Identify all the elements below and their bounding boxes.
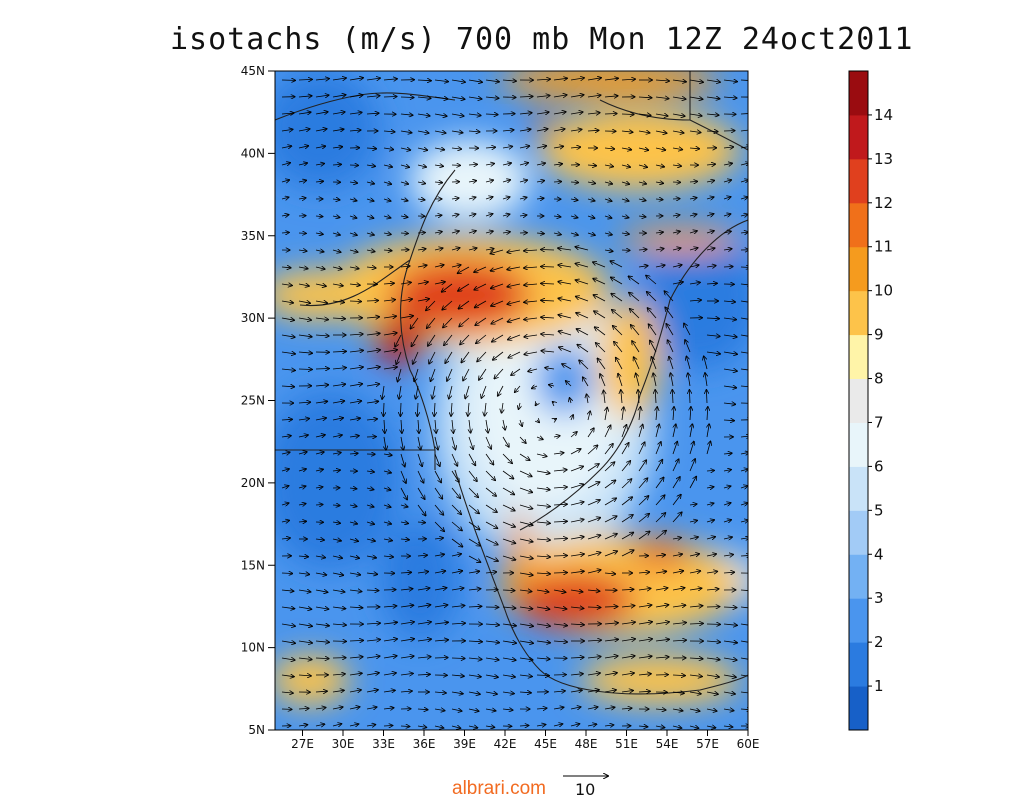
lat-label: 15N xyxy=(241,558,265,572)
colorbar-label: 13 xyxy=(874,150,893,168)
colorbar-label: 14 xyxy=(874,106,893,124)
lon-axis: 27E 30E 33E 36E 39E 42E 45E 48E 51E 54E 57E 60E xyxy=(291,730,759,751)
colorbar-label: 12 xyxy=(874,194,893,212)
colorbar-label: 10 xyxy=(874,282,893,300)
reference-vector-value: 10 xyxy=(575,780,596,799)
lat-label: 25N xyxy=(241,394,265,408)
lat-label: 40N xyxy=(241,146,265,160)
lon-label: 33E xyxy=(372,737,395,751)
lat-axis: 45N 40N 35N 30N 25N 20N 15N 10N 5N xyxy=(241,64,275,737)
colorbar-label: 6 xyxy=(874,457,884,475)
colorbar-segment xyxy=(849,378,868,423)
colorbar-segment xyxy=(849,510,868,555)
colorbar-label: 4 xyxy=(874,545,884,563)
site-credit: albrari.com xyxy=(452,778,546,800)
lat-label: 35N xyxy=(241,229,265,243)
colorbar-label: 7 xyxy=(874,413,884,431)
wind-vectors xyxy=(281,78,748,728)
lat-label: 20N xyxy=(241,476,265,490)
colorbar-segment xyxy=(849,114,868,160)
colorbar-label: 9 xyxy=(874,326,884,344)
colorbar-segment xyxy=(849,334,868,380)
lon-label: 45E xyxy=(534,737,557,751)
map-title: isotachs (m/s) 700 mb Mon 12Z 24oct2011 xyxy=(170,22,914,57)
colorbar-segment xyxy=(849,422,868,467)
lon-label: 51E xyxy=(615,737,638,751)
lon-label: 27E xyxy=(291,737,314,751)
lon-label: 54E xyxy=(656,737,679,751)
colorbar-segment xyxy=(849,642,868,687)
lat-label: 10N xyxy=(241,641,265,655)
colorbar-label: 5 xyxy=(874,501,884,519)
colorbar-label: 11 xyxy=(874,238,893,256)
lat-label: 5N xyxy=(248,723,265,737)
colorbar-label: 1 xyxy=(874,677,884,695)
lon-label: 36E xyxy=(413,737,436,751)
colorbar-segment xyxy=(849,598,868,643)
colorbar-label: 8 xyxy=(874,370,884,388)
lon-label: 39E xyxy=(453,737,476,751)
colorbar-label: 2 xyxy=(874,633,884,651)
colorbar-segment xyxy=(849,290,868,336)
colorbar-segment xyxy=(849,686,868,731)
lon-label: 42E xyxy=(494,737,517,751)
colorbar-segment xyxy=(849,246,868,292)
lon-label: 48E xyxy=(575,737,598,751)
isotach-field xyxy=(275,71,748,730)
colorbar-segment xyxy=(849,466,868,511)
site-name: albrari.com xyxy=(452,778,546,799)
lon-label: 57E xyxy=(696,737,719,751)
colorbar-segment xyxy=(849,158,868,204)
colorbar-segment xyxy=(849,202,868,248)
lon-label: 60E xyxy=(737,737,760,751)
colorbar-segment xyxy=(849,554,868,599)
colorbar-segment xyxy=(849,71,868,116)
lon-label: 30E xyxy=(332,737,355,751)
lat-label: 30N xyxy=(241,311,265,325)
colorbar-label: 3 xyxy=(874,589,884,607)
lat-label: 45N xyxy=(241,64,265,78)
